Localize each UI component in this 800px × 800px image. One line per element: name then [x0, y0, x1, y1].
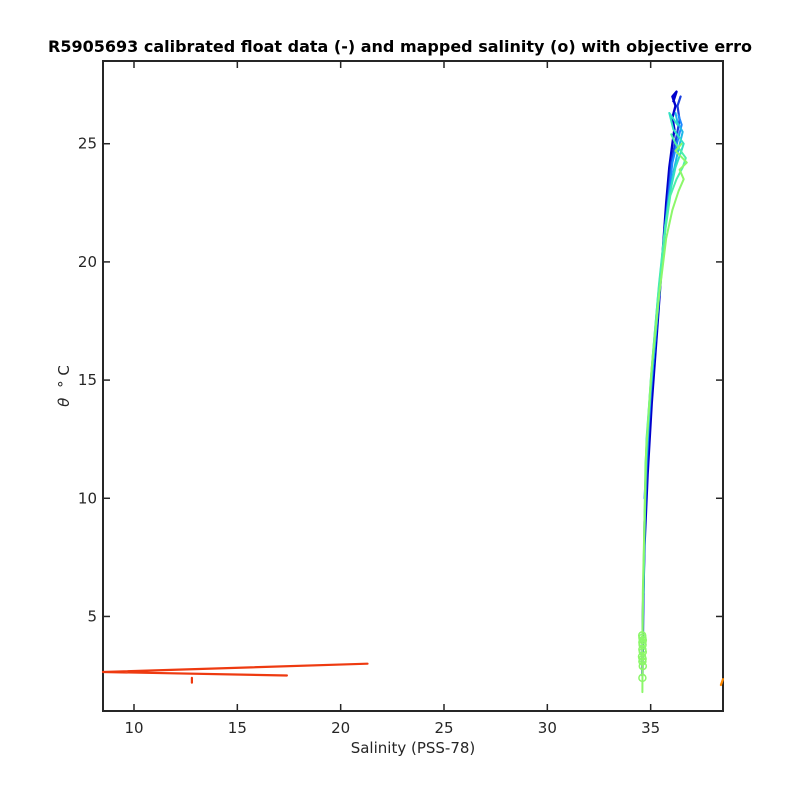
plot-area: 10 15 20 25 30 35 5 10 15 20 25	[78, 60, 725, 737]
x-tick-label: 35	[641, 719, 660, 737]
y-tick-label: 5	[87, 607, 97, 625]
x-tick-label: 15	[228, 719, 247, 737]
x-tick-label: 30	[538, 719, 557, 737]
series-line-10	[719, 677, 725, 687]
y-axis-symbol: θ	[55, 398, 73, 407]
y-tick-label: 25	[78, 135, 97, 153]
x-tick-label: 25	[434, 719, 453, 737]
series-line-2	[641, 95, 682, 654]
x-tick-label: 20	[331, 719, 350, 737]
y-tick-label: 15	[78, 371, 97, 389]
x-tick-label: 10	[124, 719, 143, 737]
x-axis-label: Salinity (PSS-78)	[351, 739, 476, 757]
mapped-points-layer	[637, 631, 648, 683]
y-axis-unit: ° C	[55, 365, 73, 388]
plot-frame	[102, 60, 724, 712]
series-line-5	[642, 112, 685, 594]
series-layer	[101, 90, 725, 694]
series-line-7	[641, 142, 688, 694]
chart-title: R5905693 calibrated float data (-) and m…	[48, 37, 752, 56]
y-axis-label: θ ° C	[55, 365, 73, 407]
mapped-salinity-point	[637, 631, 647, 640]
ticks-layer: 10 15 20 25 30 35 5 10 15 20 25	[78, 61, 723, 737]
series-line-8	[101, 662, 369, 677]
y-tick-label: 20	[78, 253, 97, 271]
y-tick-label: 10	[78, 489, 97, 507]
mapped-salinity-point	[638, 673, 647, 683]
series-line-6	[641, 133, 687, 642]
mapped-salinity-point	[638, 654, 647, 664]
